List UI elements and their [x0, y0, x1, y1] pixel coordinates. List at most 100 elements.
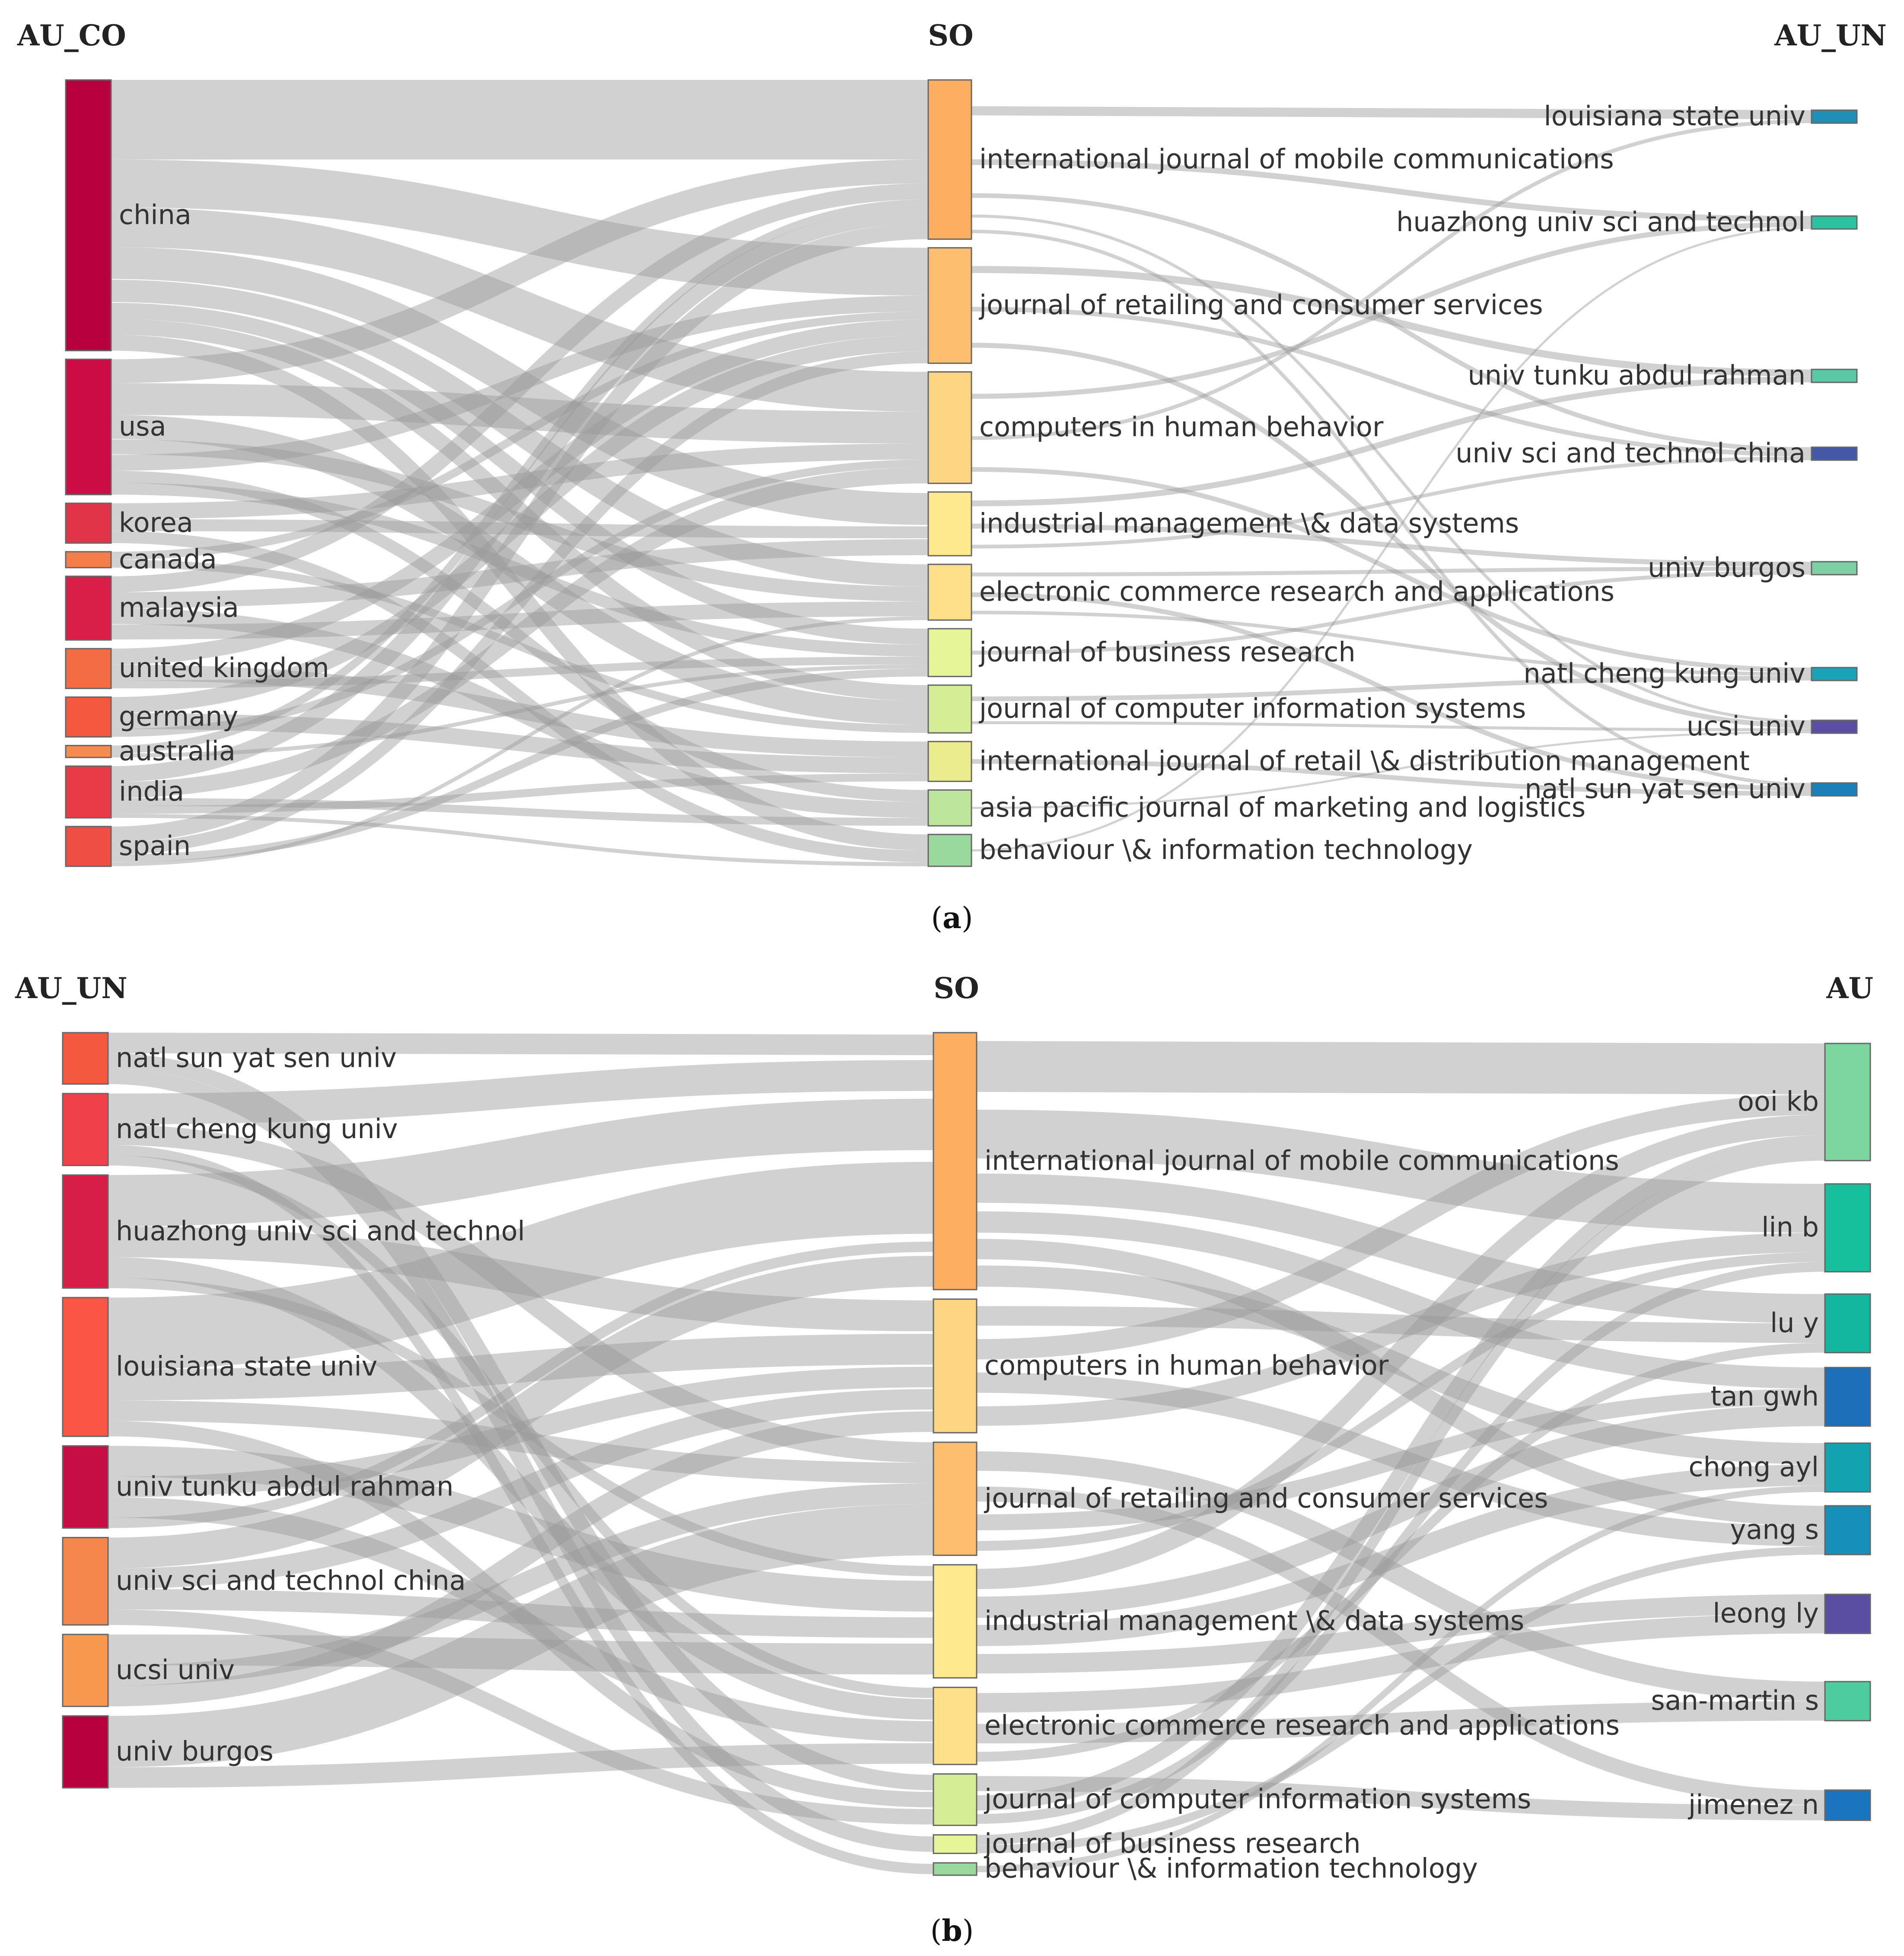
- flow-link: [111, 539, 929, 608]
- flow-link: [971, 193, 1812, 452]
- node-label-louisiana-state-univ: louisiana state univ: [116, 1351, 377, 1382]
- node-univ-burgos: [62, 1715, 109, 1789]
- flow-link: [971, 266, 1812, 377]
- flow-link: [971, 721, 1812, 732]
- node-louisiana-state-univ: [62, 1297, 109, 1437]
- node-natl-sun-yat-sen-univ: [62, 1032, 109, 1085]
- flow-link: [976, 1094, 1825, 1360]
- flow-link: [976, 1262, 1825, 1824]
- node-journal-of-computer-information-systems: [933, 1773, 977, 1826]
- flow-link: [976, 1252, 1825, 1551]
- node-louisiana-state-univ: [1811, 109, 1858, 124]
- flow-link: [111, 467, 929, 798]
- node-label-behaviour-and-information-technology: behaviour \& information technology: [979, 834, 1473, 865]
- node-univ-tunku-abdul-rahman: [1811, 369, 1858, 383]
- flow-link: [976, 1701, 1825, 1743]
- node-label-lu-y: lu y: [1770, 1307, 1819, 1339]
- flow-link: [108, 1483, 934, 1686]
- node-computers-in-human-behavior: [933, 1298, 977, 1434]
- flow-link: [111, 601, 929, 639]
- node-label-computers-in-human-behavior: computers in human behavior: [979, 411, 1384, 443]
- flow-link: [111, 351, 929, 855]
- node-label-china: china: [119, 199, 191, 230]
- node-united-kingdom: [65, 648, 112, 689]
- flow-link: [976, 1211, 1825, 1389]
- node-san-martin-s: [1824, 1681, 1871, 1721]
- flow-link: [108, 1155, 934, 1698]
- flow-link: [111, 656, 929, 689]
- node-label-natl-cheng-kung-univ: natl cheng kung univ: [116, 1113, 398, 1145]
- flow-link: [971, 467, 1812, 672]
- flow-link: [976, 1150, 1825, 1845]
- flow-link: [108, 1098, 934, 1227]
- flow-link: [976, 1389, 1825, 1530]
- node-leong-ly: [1824, 1593, 1871, 1634]
- node-behaviour-and-information-technology: [933, 1862, 977, 1876]
- node-ucsi-univ: [1811, 719, 1858, 734]
- flow-link: [971, 676, 1812, 701]
- flow-link: [108, 1053, 934, 1791]
- node-label-univ-burgos: univ burgos: [1648, 552, 1805, 583]
- flow-link: [976, 1342, 1825, 1762]
- node-label-journal-of-computer-information-systems: journal of computer information systems: [978, 693, 1526, 724]
- flow-link: [976, 1239, 1825, 1527]
- panel-b: AU_UN SO AU natl sun yat sen univ natl ch…: [15, 971, 1873, 1948]
- flow-link: [971, 570, 1812, 655]
- node-india: [65, 765, 112, 819]
- node-label-natl-cheng-kung-univ: natl cheng kung univ: [1523, 658, 1805, 689]
- flow-link: [111, 560, 929, 733]
- flow-link: [108, 1333, 934, 1401]
- flow-link: [971, 229, 1812, 787]
- flow-link: [111, 483, 929, 657]
- flow-link: [976, 1265, 1825, 1465]
- flow-link: [976, 1486, 1825, 1805]
- flow-link: [111, 302, 929, 645]
- node-journal-of-retailing-and-consumer-services: [933, 1441, 977, 1556]
- node-label-electronic-commerce-research-and-applications: electronic commerce research and applica…: [979, 576, 1614, 607]
- flow-link: [111, 665, 929, 758]
- flow-link: [971, 307, 1812, 457]
- flow-link: [111, 443, 929, 519]
- flow-link: [108, 1278, 934, 1577]
- flow-link: [111, 814, 929, 866]
- col-header-middle: SO: [928, 19, 973, 52]
- node-label-univ-sci-and-technol-china: univ sci and technol china: [116, 1565, 466, 1597]
- flow-link: [976, 1776, 1825, 1820]
- flow-link: [111, 713, 929, 773]
- node-label-leong-ly: leong ly: [1713, 1597, 1819, 1629]
- flow-link: [108, 1634, 934, 1675]
- flow-link: [108, 1162, 934, 1370]
- node-label-journal-of-retailing-and-consumer-services: journal of retailing and consumer servic…: [984, 1482, 1548, 1514]
- links-b: [108, 1032, 1825, 1874]
- node-label-san-martin-s: san-martin s: [1651, 1685, 1819, 1716]
- node-label-journal-of-business-research: journal of business research: [978, 636, 1356, 668]
- node-journal-of-computer-information-systems: [927, 684, 972, 734]
- node-electronic-commerce-research-and-applications: [933, 1686, 977, 1765]
- node-label-computers-in-human-behavior: computers in human behavior: [984, 1349, 1389, 1381]
- flow-link: [111, 334, 929, 851]
- flow-link: [108, 1743, 934, 1788]
- flow-link: [111, 798, 929, 826]
- node-journal-of-business-research: [927, 628, 972, 677]
- flow-link: [111, 459, 929, 737]
- node-industrial-management-and-data-systems: [927, 491, 972, 557]
- node-australia: [65, 744, 112, 758]
- flow-link: [971, 456, 1812, 549]
- node-germany: [65, 696, 112, 738]
- flow-link: [108, 1256, 934, 1568]
- nodes-b: natl sun yat sen univ natl cheng kung uni…: [62, 1032, 1871, 1884]
- flow-link: [108, 1367, 934, 1498]
- node-univ-burgos: [1811, 561, 1858, 576]
- node-label-journal-of-retailing-and-consumer-services: journal of retailing and consumer servic…: [978, 289, 1543, 321]
- node-label-univ-sci-and-technol-china: univ sci and technol china: [1455, 437, 1805, 469]
- flow-link: [108, 1124, 934, 1463]
- flow-link: [108, 1421, 934, 1808]
- flow-link: [108, 1504, 934, 1768]
- flow-link: [111, 773, 929, 814]
- flow-link: [111, 183, 929, 592]
- node-label-univ-tunku-abdul-rahman: univ tunku abdul rahman: [1468, 359, 1805, 391]
- node-label-huazhong-univ-sci-and-technol: huazhong univ sci and technol: [116, 1215, 525, 1247]
- flow-link: [111, 296, 929, 471]
- flow-link: [971, 119, 1812, 440]
- flow-link: [971, 214, 1812, 723]
